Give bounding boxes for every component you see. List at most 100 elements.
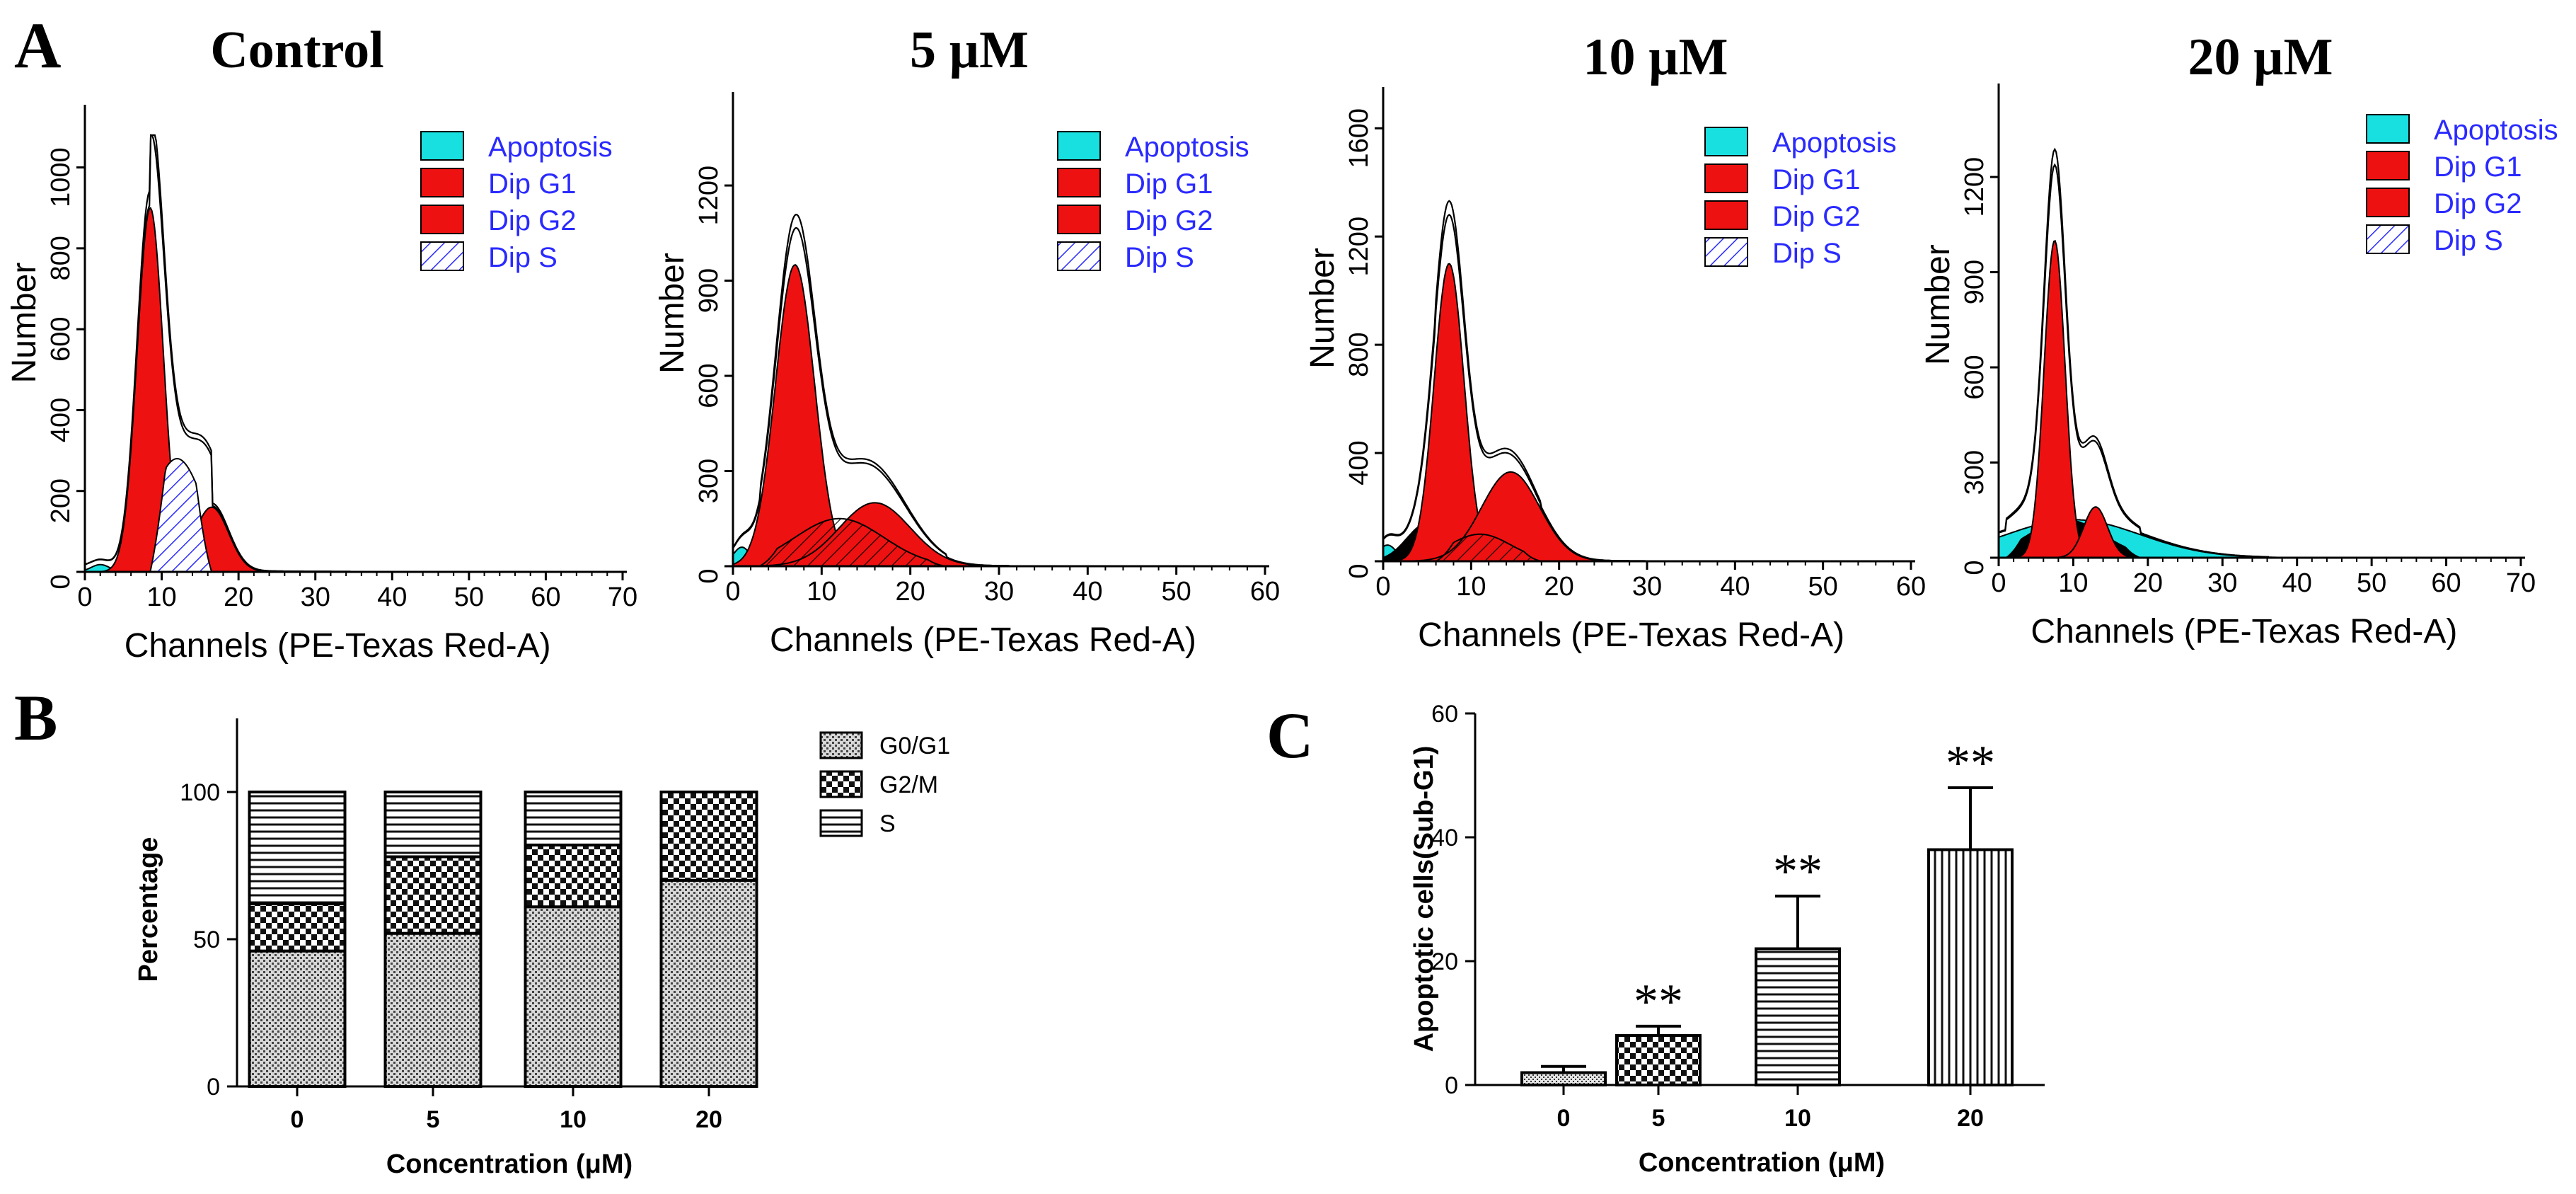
y-tick-label: 0 [1960, 560, 1989, 575]
legend-swatch [2366, 224, 2410, 254]
legend-label: Dip S [488, 242, 558, 273]
legend-label: G0/G1 [879, 733, 950, 759]
legend-label: Dip G1 [1125, 168, 1213, 200]
x-tick-label: 50 [1162, 577, 1191, 607]
y-tick-label: 600 [1960, 355, 1989, 399]
y-axis-title: Number [6, 263, 43, 384]
x-tick-label: 10 [2058, 568, 2088, 598]
x-tick-label: 40 [1720, 572, 1750, 602]
legend-swatch [1704, 200, 1748, 230]
bar-segment-g0g1 [524, 905, 623, 1088]
x-axis-title: Channels (PE-Texas Red-A) [770, 621, 1196, 659]
y-axis-title: Apoptotic cells(Sub-G1) [1409, 746, 1439, 1052]
bar-segment-g2m [383, 855, 483, 935]
bar-segment-s [248, 791, 347, 906]
legend-label: Apoptosis [488, 132, 613, 163]
apoptosis-bar-chart: 0 20 40 60 0 ** 5 ** 10 ** 20 Concentration (μM) Apo… [1409, 701, 2045, 1178]
chart-title: 5 µM [910, 21, 1029, 79]
x-tick-label: 20 [695, 1106, 722, 1133]
y-tick-label: 100 [180, 779, 220, 806]
x-tick-label: 0 [725, 577, 740, 607]
x-tick-label: 20 [2133, 568, 2163, 598]
x-tick-label: 50 [1808, 572, 1838, 602]
y-tick-label: 20 [1431, 948, 1458, 975]
x-tick-label: 0 [291, 1106, 304, 1133]
x-axis-title: Concentration (μM) [1639, 1148, 1885, 1178]
chart-title: 20 µM [2188, 28, 2333, 86]
legend-label: Dip G2 [1125, 205, 1213, 236]
y-tick-label: 400 [46, 398, 76, 442]
bar-segment-g2m [659, 791, 758, 882]
legend-label: Dip G2 [1772, 201, 1861, 232]
legend-swatch [420, 168, 464, 197]
x-tick-label: 70 [608, 582, 637, 612]
x-tick-label: 10 [560, 1106, 587, 1133]
x-tick-label: 10 [1784, 1105, 1811, 1132]
y-tick-label: 300 [1960, 450, 1989, 495]
y-tick-label: 0 [207, 1074, 220, 1101]
panel-letter-b: B [14, 682, 57, 754]
series-dip-s [756, 517, 946, 567]
significance-label: ** [1946, 736, 1995, 791]
x-tick-label: 40 [377, 582, 407, 612]
x-tick-label: 10 [807, 577, 836, 607]
legend-label: Dip G2 [2434, 188, 2522, 219]
x-tick-label: 50 [2357, 568, 2386, 598]
bar-segment-s [383, 791, 483, 859]
histogram-20um: 20 µM 0 10 20 30 40 50 60 70 0 300 600 900 1200 Channe… [1919, 28, 2558, 650]
legend-swatch [420, 131, 464, 161]
legend-label: Dip G2 [488, 205, 577, 236]
envelope-line [1998, 147, 2269, 558]
legend-label: Dip S [1772, 238, 1842, 269]
y-axis-title: Percentage [134, 837, 163, 982]
legend-swatch [819, 809, 863, 837]
x-tick-label: 20 [1957, 1105, 1984, 1132]
y-tick-label: 60 [1431, 701, 1458, 728]
y-tick-label: 1200 [1960, 157, 1989, 217]
x-tick-label: 60 [1896, 572, 1926, 602]
x-tick-label: 5 [1652, 1105, 1665, 1132]
legend-label: Dip S [1125, 242, 1194, 273]
legend-swatch [1057, 131, 1101, 161]
y-tick-label: 0 [1445, 1072, 1458, 1099]
stacked-bar-chart: 0 50 100 0 5 10 20 Concentration (μM) Percentage… [134, 718, 950, 1179]
y-tick-label: 300 [694, 459, 724, 503]
y-tick-label: 600 [46, 316, 76, 361]
y-tick-label: 800 [46, 236, 76, 280]
bar-segment-g2m [248, 902, 347, 953]
y-axis-title: Number [1304, 248, 1341, 369]
legend-label: Apoptosis [1125, 132, 1249, 163]
x-tick-label: 20 [1544, 572, 1574, 602]
legend-label: Dip G1 [488, 168, 577, 200]
panel-letter-a: A [14, 9, 61, 81]
series-dip-s [1433, 533, 1542, 562]
x-tick-label: 60 [2431, 568, 2461, 598]
legend-swatch [1704, 127, 1748, 156]
bar-segment-g0g1 [248, 949, 347, 1089]
legend-swatch [1704, 163, 1748, 193]
y-axis-title: Number [1919, 244, 1957, 365]
legend-swatch [420, 241, 464, 271]
histogram-10um: 10 µM 0 10 20 30 40 50 60 0 400 800 1200 1600 Channel… [1304, 28, 1926, 654]
x-tick-label: 0 [1557, 1105, 1571, 1132]
x-tick-label: 30 [2207, 568, 2237, 598]
legend-label: G2/M [879, 771, 938, 798]
y-axis-title: Number [654, 253, 691, 374]
significance-label: ** [1773, 844, 1823, 899]
y-tick-label: 800 [1344, 332, 1374, 377]
legend-swatch [420, 205, 464, 234]
y-tick-label: 600 [694, 363, 724, 408]
x-tick-label: 10 [1456, 572, 1486, 602]
bar [1520, 1071, 1607, 1086]
y-tick-label: 1200 [1344, 217, 1374, 277]
x-tick-label: 30 [301, 582, 330, 612]
legend-swatch [819, 731, 863, 759]
y-tick-label: 1000 [46, 147, 76, 207]
histogram-control: Control 0 10 20 30 40 50 60 70 0 200 400 600 800 1000 C… [6, 21, 637, 665]
legend-label: S [879, 810, 896, 837]
y-tick-label: 1200 [694, 166, 724, 226]
y-tick-label: 900 [694, 268, 724, 313]
histogram-5um: 5 µM0 10 20 30 40 50 6003006009001200Channels … [654, 21, 1280, 659]
legend-label: Dip G1 [2434, 151, 2522, 183]
x-tick-label: 0 [1375, 572, 1390, 602]
